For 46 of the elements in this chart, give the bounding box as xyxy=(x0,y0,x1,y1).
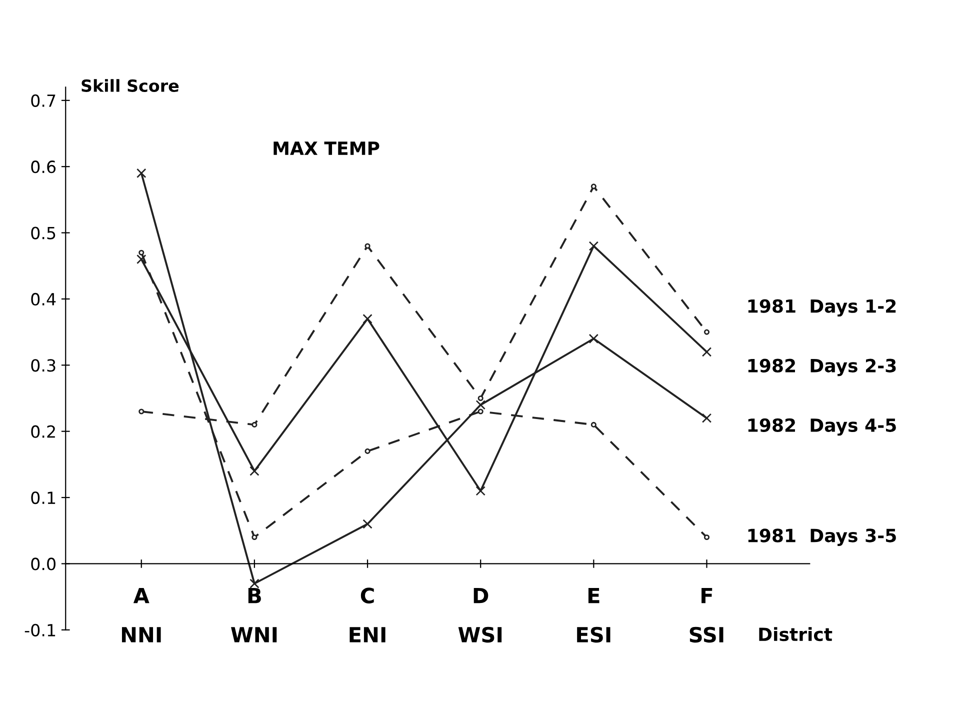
text: 1982 Days 4-5 xyxy=(748,418,896,436)
y-axis-title: Skill Score xyxy=(82,79,179,92)
point xyxy=(252,534,258,540)
point xyxy=(476,400,486,410)
point xyxy=(704,534,710,540)
point xyxy=(588,241,599,251)
point xyxy=(138,250,144,256)
point xyxy=(590,422,596,428)
text: 1982 Days 2-3 xyxy=(748,358,896,376)
point xyxy=(250,466,260,476)
point xyxy=(476,486,486,496)
point xyxy=(590,184,596,190)
point xyxy=(702,413,712,423)
point xyxy=(136,168,146,178)
y-tick-label: 0.2 xyxy=(31,425,55,438)
point xyxy=(136,254,146,264)
point xyxy=(362,314,372,324)
point xyxy=(704,329,710,335)
y-tick-label: 0.4 xyxy=(31,292,56,306)
text: 1981 Days 1-2 xyxy=(748,299,896,317)
y-tick-label: -0.1 xyxy=(24,624,56,636)
x-tick-label: C ENI xyxy=(350,588,386,642)
text: MAX TEMP xyxy=(274,142,380,155)
x-tick-label: A NNI xyxy=(122,588,161,642)
point xyxy=(252,422,258,428)
point xyxy=(364,243,370,249)
point xyxy=(702,347,712,357)
y-tick-label: 0.3 xyxy=(31,359,56,372)
point xyxy=(364,448,370,454)
y-tick-label: 0.6 xyxy=(31,160,56,174)
y-tick-label: 0.5 xyxy=(31,226,56,240)
y-tick-label: 0.1 xyxy=(31,491,56,504)
x-tick-label: E ESI xyxy=(577,588,610,643)
point xyxy=(138,408,144,414)
point xyxy=(250,578,260,588)
x-tick-label: D WSI xyxy=(458,588,502,643)
x-axis-title: District xyxy=(759,627,832,642)
point xyxy=(478,395,484,402)
x-tick-label: B WNI xyxy=(230,588,277,642)
point xyxy=(478,408,484,414)
y-tick-label: 0.0 xyxy=(31,558,56,570)
y-tick-label: 0.7 xyxy=(31,94,56,107)
text: 1981 Days 3-5 xyxy=(748,528,896,546)
x-tick-label: F SSI xyxy=(690,588,724,643)
point xyxy=(588,334,599,344)
point xyxy=(362,519,372,529)
